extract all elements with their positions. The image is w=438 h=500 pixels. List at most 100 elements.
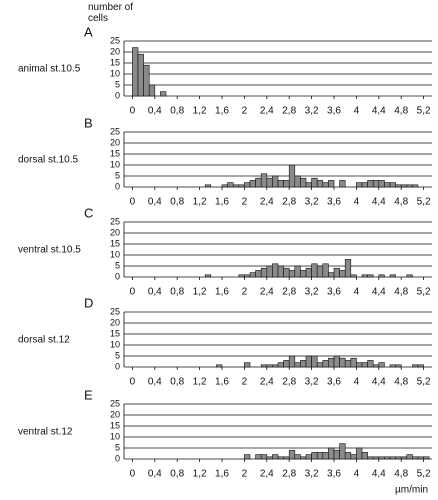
x-tick-label: 3,6 <box>327 469 341 480</box>
bar <box>316 180 324 188</box>
x-tick-label: 2,4 <box>260 469 274 480</box>
bar <box>328 357 335 368</box>
y-tick-label: 15 <box>110 238 120 248</box>
panel-label: A <box>84 24 93 39</box>
x-tick-label: 3,6 <box>327 106 341 117</box>
bar <box>339 443 346 460</box>
bar <box>294 175 301 188</box>
panel-label: B <box>84 115 93 130</box>
y-axis-label: number of cells <box>88 2 134 24</box>
y-tick-label: 10 <box>110 339 120 349</box>
y-tick-label: 10 <box>110 431 120 441</box>
bar <box>417 456 424 460</box>
bar <box>255 270 262 278</box>
bar <box>367 456 374 460</box>
y-tick-label: 15 <box>110 328 120 338</box>
y-tick-label: 0 <box>115 181 120 191</box>
bar <box>249 272 256 278</box>
x-tick-label: 2,4 <box>260 197 274 208</box>
x-tick-label: 4,8 <box>394 197 408 208</box>
x-tick-label: 2,4 <box>260 106 274 117</box>
bar <box>372 456 380 460</box>
y-tick-label: 20 <box>110 137 120 147</box>
bar <box>384 456 391 460</box>
bar <box>148 84 156 97</box>
y-tick-label: 5 <box>115 79 120 89</box>
y-tick-label: 25 <box>110 35 120 45</box>
x-tick-label: 4,4 <box>372 469 386 480</box>
x-tick-label: 0,8 <box>170 287 184 298</box>
y-tick-label: 5 <box>115 260 120 270</box>
y-tick-label: 10 <box>110 68 120 78</box>
x-tick-label: 0,8 <box>170 377 184 388</box>
x-tick-label: 2,8 <box>282 106 296 117</box>
x-tick-label: 4,4 <box>372 377 386 388</box>
x-tick-label: 1,6 <box>215 469 229 480</box>
bar <box>344 360 352 368</box>
x-tick-label: 4,8 <box>394 287 408 298</box>
x-tick-label: 4,8 <box>394 469 408 480</box>
bar <box>272 263 279 278</box>
bar <box>216 364 223 368</box>
bar <box>378 362 385 368</box>
bar <box>305 267 312 278</box>
bar <box>288 164 296 188</box>
x-tick-label: 0,8 <box>170 106 184 117</box>
y-tick-label: 10 <box>110 249 120 259</box>
bar <box>322 452 329 460</box>
bar <box>423 456 430 460</box>
bar <box>260 364 268 368</box>
y-tick-label: 20 <box>110 409 120 419</box>
bar <box>221 184 228 188</box>
panel-label: E <box>84 387 93 402</box>
bar <box>244 362 251 368</box>
bar <box>311 177 318 188</box>
bar <box>361 362 368 368</box>
bar <box>372 364 380 368</box>
x-tick-label: 2,4 <box>260 377 274 388</box>
bar <box>311 263 318 278</box>
y-tick-label: 25 <box>110 398 120 408</box>
x-tick-label: 3,2 <box>305 377 319 388</box>
bar <box>333 449 340 460</box>
bar <box>328 180 335 188</box>
x-tick-label: 1,6 <box>215 377 229 388</box>
x-tick-label: 3,2 <box>305 469 319 480</box>
x-tick-label: 4 <box>354 469 360 480</box>
x-tick-label: 1,2 <box>193 287 207 298</box>
x-tick-label: 3,6 <box>327 377 341 388</box>
x-tick-label: 0,4 <box>148 287 162 298</box>
bar <box>356 182 363 188</box>
x-tick-label: 2 <box>242 469 248 480</box>
bar <box>378 274 385 278</box>
panel-title: ventral st.12 <box>18 427 73 438</box>
bar <box>406 184 413 188</box>
x-tick-label: 4,4 <box>372 287 386 298</box>
bar <box>300 456 307 460</box>
bar <box>406 274 413 278</box>
y-tick-label: 20 <box>110 46 120 56</box>
bar <box>322 263 329 278</box>
bar <box>260 267 268 278</box>
bar <box>339 180 346 188</box>
x-tick-label: 2,8 <box>282 287 296 298</box>
bar <box>367 180 374 188</box>
bar <box>389 364 396 368</box>
x-tick-label: 2,8 <box>282 469 296 480</box>
panel-label: C <box>84 205 93 220</box>
bar <box>395 184 402 188</box>
y-tick-label: 0 <box>115 90 120 100</box>
x-tick-label: 4 <box>354 106 360 117</box>
x-tick-label: 1,2 <box>193 197 207 208</box>
bar <box>316 452 324 460</box>
bar <box>232 184 240 188</box>
bar <box>283 456 290 460</box>
bar <box>378 456 385 460</box>
x-tick-label: 0,4 <box>148 469 162 480</box>
bar <box>406 454 413 460</box>
panel-title: dorsal st.12 <box>18 335 70 346</box>
bar <box>300 360 307 368</box>
bar <box>412 364 419 368</box>
x-tick-label: 0 <box>130 197 136 208</box>
y-tick-label: 15 <box>110 420 120 430</box>
